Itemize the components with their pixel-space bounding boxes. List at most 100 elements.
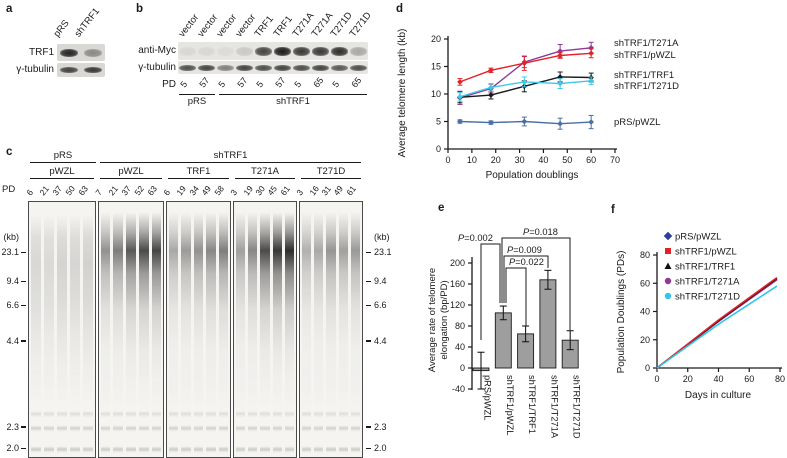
series-label: shTRF1/TRF1 [614,70,674,81]
kb-marker-right: 9.4 [374,276,387,287]
gel-lane [326,202,336,457]
gel-lane [70,202,81,457]
blot-band [274,64,291,71]
data-marker [557,80,563,87]
panel-b-pd-value: 65 [310,75,325,90]
panel-a-blot-trf1 [57,44,105,61]
data-marker [521,118,528,125]
legend-label: shTRF1/T271D [675,292,740,303]
panel-b-pd-value: 5 [253,79,265,90]
blot-band [60,48,78,57]
panel-e-label: e [438,202,445,214]
legend-square-icon [665,248,671,254]
pvalue-bracket [503,255,549,303]
panel-c-subgroup-label: T271D [316,166,346,177]
series-line [656,285,778,369]
panel-b-pd-label: PD [162,79,176,90]
pvalue-bracket [480,243,501,340]
panel-b-pd-value: 65 [348,75,363,90]
kb-tick-left [21,304,26,306]
gel-lane [83,202,94,457]
y-tick-label: 160 [450,279,465,289]
blot-band [217,64,234,71]
gel-box [28,201,96,458]
y-tick-label: 10 [431,89,441,99]
category-label: shTRF1/T271D [572,375,582,439]
panel-c-subgroup-underline [168,178,229,180]
panel-b-pd-value: 5 [177,79,189,90]
panel-b-group-label-prs: pRS [187,96,207,107]
blot-band [198,46,215,56]
panel-c-pd-label: PD [2,184,16,195]
blot-band [60,67,78,73]
kb-marker-left: 2.3 [6,421,19,432]
blot-band [274,46,291,56]
gel-lane [56,202,68,457]
panel-c-group-label-prs: pRS [53,150,73,161]
kb-tick-right [366,304,371,306]
bar [494,312,512,369]
panel-c-group-label-shtrf1: shTRF1 [213,150,248,161]
panel-c-pd-value: 63 [144,183,159,198]
panel-a-lane-label: pRS [51,18,72,40]
panel-c-label: c [6,146,13,158]
gel-lane [301,202,311,457]
y-tick-label: 0 [645,363,650,373]
gel-lane [126,202,136,457]
x-tick-label: 30 [515,155,525,165]
panel-b-pd-value: 5 [215,79,227,90]
gel-lane [338,202,349,457]
y-tick-label: 15 [431,62,441,72]
category-label: shTRF1/TRF1 [527,375,537,434]
x-axis-label: Population doublings [486,170,579,181]
gel-lane [235,202,245,457]
data-marker [488,119,494,126]
panel-b-lane-label: vector [176,12,201,40]
kb-tick-left [21,280,26,282]
gel-lane [285,202,295,457]
panel-c-pd-value: 58 [212,183,226,198]
chart-telomere-length: 0 5 10 15 20 0 10 20 30 40 50 60 70 Average telomere … [397,29,679,181]
panel-c-pd-value: 61 [278,183,292,198]
blot-band [350,64,367,71]
blot-band [293,46,310,56]
legend-diamond-icon [663,231,673,241]
blot-band [331,64,348,71]
legend-circle-icon [664,292,672,300]
kb-marker-left: 4.4 [6,335,19,346]
kb-marker-left: 6.6 [6,300,19,311]
panel-b-pd-value: 57 [196,75,211,90]
series-label: pRS/pWZL [614,117,660,128]
blot-band [217,46,234,56]
gel-lane [351,202,361,457]
pvalue-label: P=0.009 [507,245,542,255]
pvalue-bracket [505,267,527,326]
panel-c-subgroup-underline [235,178,295,180]
panel-a-row-label-tubulin: γ-tubulin [16,64,54,75]
kb-tick-right [366,251,371,253]
gel-box [166,201,231,458]
blot-band [84,48,102,57]
x-tick-label: 20 [491,155,501,165]
kb-marker-right: 6.6 [374,300,387,311]
gel-lane [247,202,258,457]
pvalue-label: P=0.018 [523,227,558,237]
gel-lane [30,202,41,457]
gel-box [299,201,363,458]
legend-circle-icon [664,277,672,285]
kb-marker-right: 4.4 [374,335,387,346]
y-axis-label: Average telomere length (kb) [397,29,408,158]
blot-band [255,46,272,56]
category-label: shTRF1/T271A [549,375,559,439]
panel-f-label: f [611,204,615,216]
series-line [656,276,778,369]
gel-lane [113,202,124,457]
panel-d-label: d [396,3,404,15]
kb-tick-right [366,280,371,282]
panel-b-blot-antimyc [178,42,368,60]
gel-box [233,201,297,458]
panel-b-blot-tubulin [178,61,368,74]
gel-lane [151,202,162,457]
panel-b-group-underline [179,94,215,96]
gel-lane [313,202,324,457]
